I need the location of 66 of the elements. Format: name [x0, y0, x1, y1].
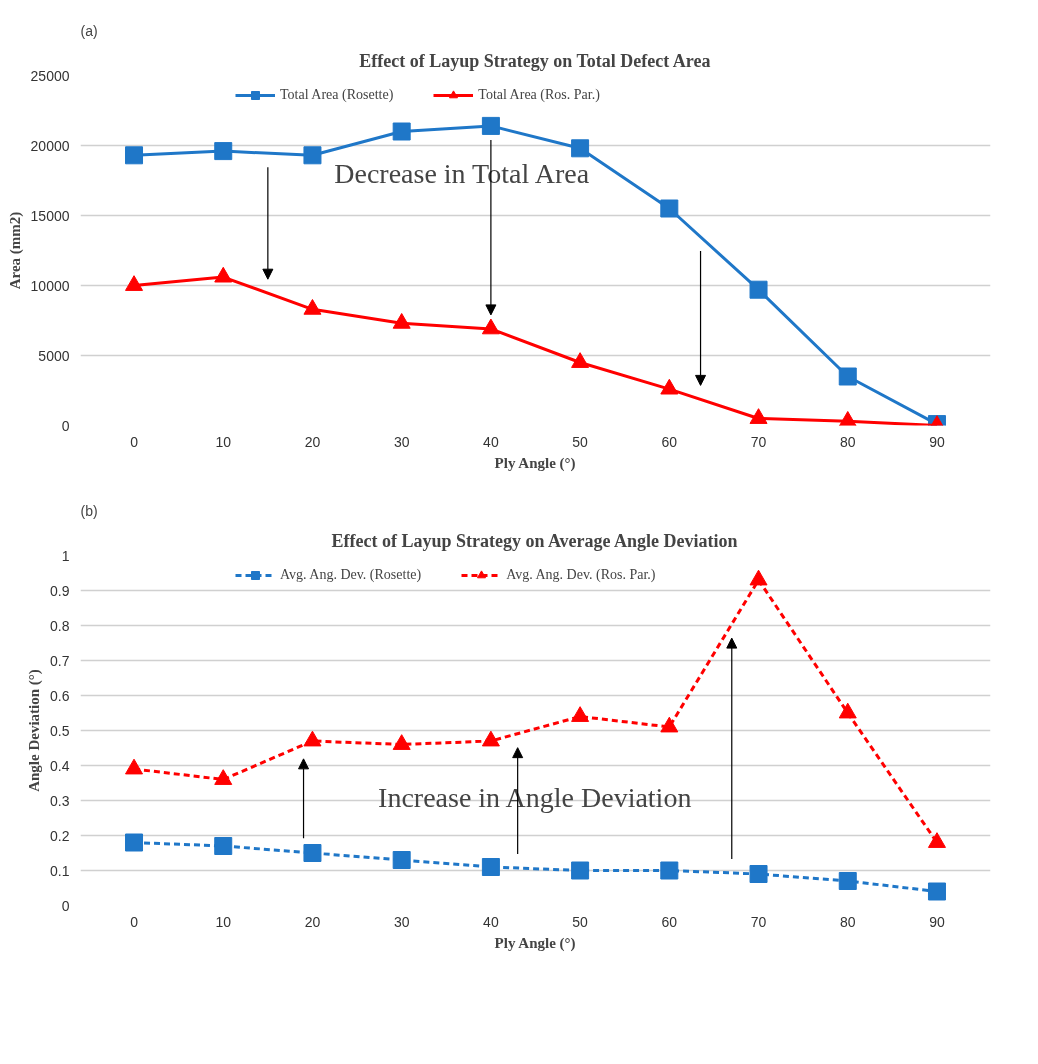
text: (b) [80, 502, 98, 519]
x-tick-label: 20 [304, 433, 321, 450]
point [571, 352, 590, 368]
x-tick-label: 0 [130, 433, 139, 450]
y-tick-label: 0.1 [50, 862, 70, 879]
point [749, 408, 768, 424]
chart-title: Effect of Layup Strategy on Total Defect Area [359, 50, 711, 71]
x-axis-title: Ply Angle (°) [494, 934, 576, 952]
point [838, 410, 857, 426]
y-tick-label: 0 [61, 897, 70, 914]
x-tick-label: 80 [839, 433, 856, 450]
x-tick-label: 80 [839, 913, 856, 930]
y-tick-label: 20000 [30, 137, 70, 154]
point [392, 312, 411, 329]
x-tick-label: 10 [215, 433, 232, 450]
x-tick-label: 0 [130, 913, 139, 930]
y-axis-title: Angle Deviation (°) [26, 669, 44, 792]
x-tick-label: 30 [393, 913, 410, 930]
y-axis-title: Area (mm2) [6, 211, 24, 290]
x-tick-label: 50 [572, 433, 589, 450]
y-tick-label: 5000 [38, 347, 70, 364]
point [392, 122, 411, 141]
y-tick-label: 25000 [30, 67, 70, 84]
y-tick-label: 0.6 [50, 687, 70, 704]
point [125, 146, 144, 165]
x-tick-label: 40 [483, 433, 499, 450]
y-tick-label: 0.8 [50, 617, 70, 634]
x-tick-label: 90 [929, 433, 945, 450]
x-tick-label: 60 [661, 433, 678, 450]
legend-label: Total Area (Rosette) [280, 87, 394, 103]
legend-label: Avg. Ang. Dev. (Rosette) [280, 567, 422, 583]
y-tick-label: 10000 [30, 277, 70, 294]
point [481, 318, 500, 335]
x-tick-label: 40 [483, 913, 499, 930]
text: (a) [80, 22, 98, 39]
y-tick-label: 1 [61, 547, 70, 564]
point [214, 142, 233, 161]
y-tick-label: 0.9 [50, 582, 70, 599]
x-tick-label: 90 [929, 913, 945, 930]
point [303, 298, 322, 315]
point [749, 280, 768, 299]
point [660, 378, 679, 395]
y-tick-label: 0.2 [50, 827, 70, 844]
y-tick-label: 0.5 [50, 722, 70, 739]
x-tick-label: 70 [750, 433, 767, 450]
y-tick-label: 0.7 [50, 652, 70, 669]
chart-title: Effect of Layup Strategy on Average Angle Deviation [331, 530, 738, 551]
legend-label: Total Area (Ros. Par.) [478, 87, 600, 103]
x-tick-label: 30 [393, 433, 410, 450]
y-tick-label: 0.3 [50, 792, 70, 809]
x-tick-label: 60 [661, 913, 678, 930]
x-tick-label: 20 [304, 913, 321, 930]
y-tick-label: 15000 [30, 207, 70, 224]
point [481, 116, 500, 135]
y-tick-label: 0 [61, 417, 70, 434]
y-tick-label: 0.4 [50, 757, 70, 774]
point [125, 275, 144, 291]
x-tick-label: 10 [215, 913, 232, 930]
point [214, 266, 233, 283]
legend-label: Avg. Ang. Dev. (Ros. Par.) [506, 567, 656, 583]
point [571, 139, 590, 158]
x-tick-label: 50 [572, 913, 589, 930]
x-axis-title: Ply Angle (°) [494, 454, 576, 472]
x-tick-label: 70 [750, 913, 767, 930]
point [660, 199, 679, 218]
point [303, 146, 322, 165]
